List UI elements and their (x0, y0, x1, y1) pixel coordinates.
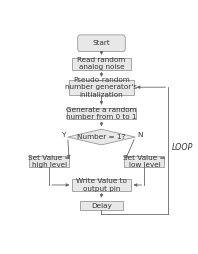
Bar (125, 156, 164, 167)
Text: Y: Y (62, 132, 66, 138)
Bar (29, 156, 69, 167)
Text: LOOP: LOOP (171, 143, 193, 152)
Text: Number = 1?: Number = 1? (77, 134, 126, 140)
Text: Set Value =
low level: Set Value = low level (123, 155, 166, 168)
Bar (67, 108, 136, 119)
Text: N: N (137, 132, 142, 138)
Text: Read random
analog noise: Read random analog noise (77, 57, 126, 70)
FancyBboxPatch shape (78, 35, 125, 52)
Polygon shape (68, 129, 135, 145)
Text: Generate a random
number from 0 to 1: Generate a random number from 0 to 1 (66, 107, 137, 120)
Bar (72, 58, 131, 70)
Text: Delay: Delay (91, 202, 112, 209)
Text: Set Value =
high level: Set Value = high level (28, 155, 71, 168)
Bar (80, 201, 123, 210)
Bar (72, 179, 131, 191)
Text: Start: Start (93, 40, 110, 46)
Text: Write Value to
output pin: Write Value to output pin (76, 178, 127, 192)
Bar (69, 80, 134, 94)
Text: Pseudo-random
number generator's
initialization: Pseudo-random number generator's initial… (65, 77, 138, 98)
